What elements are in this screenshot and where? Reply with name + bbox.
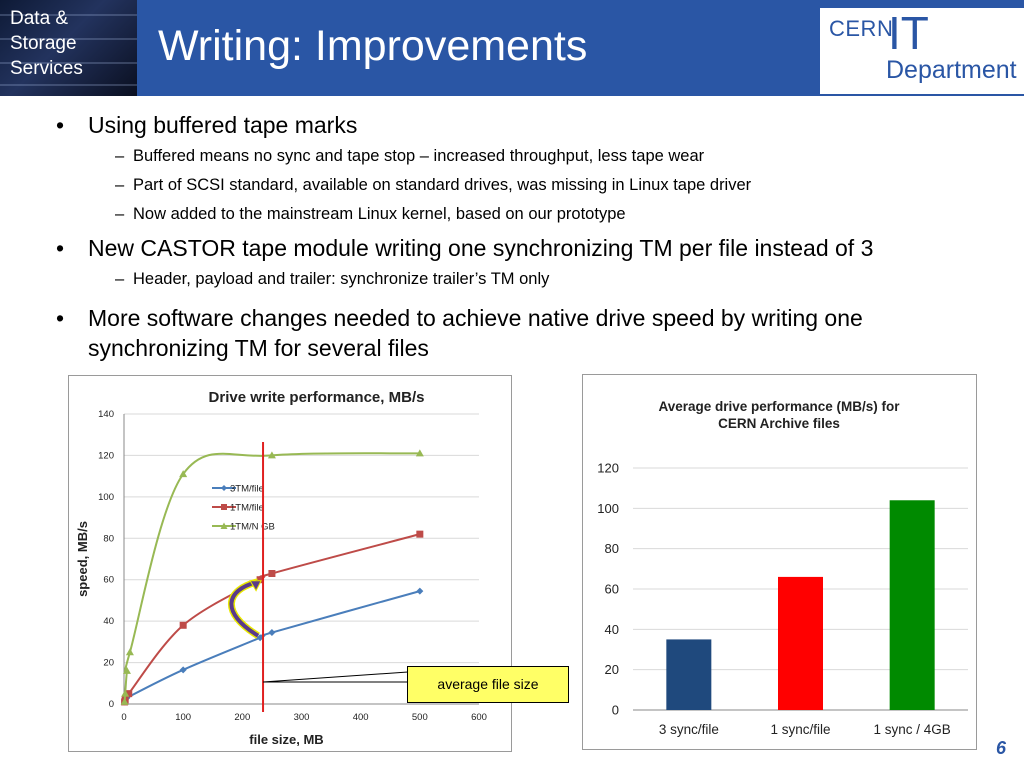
page-number: 6	[996, 738, 1007, 758]
drive-write-performance-chart: Drive write performance, MB/s 0 20 40 60 80 10…	[75, 389, 487, 747]
legend-marker	[221, 485, 227, 491]
data-point	[256, 634, 264, 642]
legend-marker	[220, 522, 228, 529]
y-tick-label: 60	[103, 575, 114, 586]
x-tick-label: 1 sync/file	[770, 722, 830, 737]
data-point	[125, 690, 133, 698]
it-logo-text: IT	[888, 7, 929, 59]
data-point	[179, 470, 188, 478]
chart-title: Drive write performance, MB/s	[209, 389, 425, 406]
average-file-size-callout: average file size	[407, 666, 569, 703]
average-drive-performance-panel: Average drive performance (MB/s) for CERN…	[582, 374, 977, 750]
x-tick-label: 600	[471, 712, 487, 723]
data-point	[415, 449, 424, 457]
department-logo-text: Department	[886, 56, 1017, 84]
data-point	[121, 689, 130, 697]
series-line	[123, 452, 420, 703]
y-tick-label: 40	[605, 622, 619, 637]
data-point	[416, 587, 424, 595]
bullet-dot-icon: •	[56, 112, 65, 138]
bar	[889, 500, 935, 710]
logo-line: Data &	[10, 8, 69, 29]
y-tick-label: 80	[605, 541, 619, 556]
y-tick-label: 140	[98, 409, 114, 420]
data-point	[267, 451, 276, 459]
y-tick-label: 120	[98, 450, 114, 461]
data-point	[122, 666, 131, 674]
bullet-dot-icon: •	[56, 305, 65, 331]
bullet-text: New CASTOR tape module writing one synch…	[88, 235, 874, 261]
bullet-text: More software changes needed to achieve …	[88, 305, 863, 361]
y-tick-label: 100	[98, 492, 114, 503]
logo-line: Services	[10, 58, 83, 79]
bullet-dot-icon: •	[56, 235, 65, 261]
sub-bullet-text: Buffered means no sync and tape stop – i…	[133, 147, 705, 165]
logo-text: Data & Storage Services	[10, 6, 83, 81]
legend-label: 1TM/N GB	[230, 522, 275, 533]
legend-label: 3TM/file	[230, 484, 264, 495]
chart-title: CERN Archive files	[718, 416, 840, 431]
sub-bullet-text: Header, payload and trailer: synchronize…	[133, 270, 550, 288]
y-axis-label: speed, MB/s	[75, 521, 90, 597]
x-tick-label: 400	[353, 712, 369, 723]
x-tick-label: 500	[412, 712, 428, 723]
bullet-text: Using buffered tape marks	[88, 112, 358, 138]
data-point	[125, 648, 134, 656]
cern-it-logo: CERN IT Department	[820, 8, 1024, 94]
dash-icon: –	[115, 270, 125, 288]
slide-header: Data & Storage Services Writing: Improve…	[0, 0, 1024, 96]
improvement-arrow-icon	[229, 579, 260, 638]
y-tick-label: 120	[597, 461, 619, 476]
logo-line: Storage	[10, 33, 77, 54]
data-point	[416, 530, 424, 538]
y-tick-label: 60	[605, 582, 619, 597]
legend-marker	[221, 504, 227, 510]
data-storage-services-logo: Data & Storage Services	[0, 0, 137, 96]
y-tick-label: 40	[103, 616, 114, 627]
data-point	[179, 621, 187, 629]
y-tick-label: 0	[109, 699, 114, 710]
x-axis-label: file size, MB	[249, 732, 323, 747]
dash-icon: –	[115, 205, 125, 223]
sub-bullet-text: Now added to the mainstream Linux kernel…	[133, 205, 626, 223]
series-line	[121, 590, 421, 703]
data-point	[256, 576, 264, 584]
y-tick-label: 0	[612, 703, 619, 718]
callout-connector	[263, 671, 409, 683]
data-point	[120, 697, 129, 705]
legend-label: 1TM/file	[230, 503, 264, 514]
x-tick-label: 100	[175, 712, 191, 723]
data-point	[268, 629, 276, 637]
y-tick-label: 100	[597, 501, 619, 516]
dash-icon: –	[115, 176, 125, 194]
arrow-head-icon	[249, 580, 262, 592]
chart-title: Average drive performance (MB/s) for	[658, 399, 900, 414]
x-tick-label: 0	[121, 712, 126, 723]
sub-bullet-text: Part of SCSI standard, available on stan…	[133, 176, 752, 194]
data-point	[179, 666, 187, 674]
x-tick-label: 300	[294, 712, 310, 723]
x-tick-label: 3 sync/file	[659, 722, 719, 737]
bar	[778, 576, 823, 710]
average-drive-performance-chart: Average drive performance (MB/s) for CERN…	[597, 399, 968, 737]
cern-logo-text: CERN	[829, 16, 894, 41]
y-tick-label: 20	[605, 662, 619, 677]
slide-title: Writing: Improvements	[158, 22, 588, 70]
x-tick-label: 200	[234, 712, 250, 723]
x-tick-label: 1 sync / 4GB	[874, 722, 951, 737]
bar	[666, 639, 712, 710]
data-point	[268, 570, 276, 577]
y-tick-label: 80	[103, 533, 114, 544]
dash-icon: –	[115, 147, 125, 165]
y-tick-label: 20	[103, 658, 114, 669]
